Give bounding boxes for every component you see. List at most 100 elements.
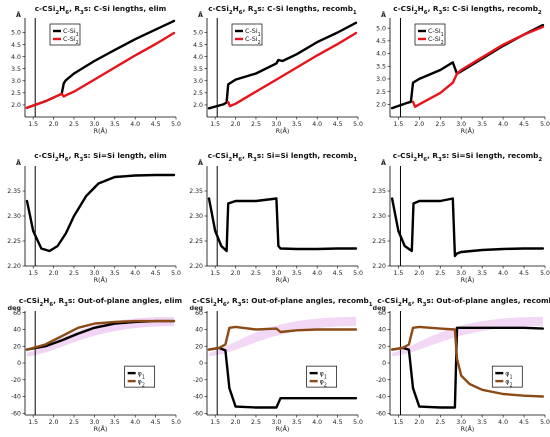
x-tick-label: 2.0	[231, 419, 241, 426]
x-tick-label: 5.0	[353, 121, 363, 128]
x-tick-label: 5.0	[540, 419, 550, 426]
x-axis-label: R(Å)	[94, 275, 108, 284]
legend-label: C-Si1	[428, 27, 444, 38]
chart-title: c-CSi2H6, R3s: Si=Si length, recomb2	[393, 151, 543, 163]
x-tick-label: 3.5	[477, 270, 487, 277]
x-tick-label: 5.0	[171, 270, 181, 277]
x-tick-label: 3.5	[110, 270, 120, 277]
legend-label: C-Si2	[428, 35, 444, 46]
legend-label: φ1	[138, 369, 145, 380]
chart-panel-6: c-CSi2H6, R3s: Si=Si length, recomb2 1.5 2…	[372, 151, 550, 284]
y-axis-label: Å	[381, 158, 386, 167]
y-tick-label: -20	[193, 377, 203, 384]
x-tick-label: 1.5	[393, 419, 403, 426]
y-tick-label: 2.30	[189, 213, 203, 220]
x-tick-label: 1.5	[210, 419, 220, 426]
y-tick-label: 40	[378, 327, 386, 334]
x-tick-label: 3.5	[292, 121, 302, 128]
x-tick-label: 2.5	[69, 121, 79, 128]
chart-title: c-CSi2H6, R3s: C-Si lengths, recomb1	[208, 4, 357, 16]
legend-label: C-Si2	[245, 35, 261, 46]
legend-label: C-Si2	[63, 35, 79, 46]
x-tick-label: 2.5	[251, 121, 261, 128]
x-axis-label: R(Å)	[276, 424, 290, 433]
x-tick-label: 3.0	[456, 419, 466, 426]
y-axis-label: Å	[198, 158, 203, 167]
x-tick-label: 2.0	[49, 270, 59, 277]
y-tick-label: 20	[13, 343, 21, 350]
x-tick-label: 1.5	[28, 270, 38, 277]
legend-label: φ2	[138, 377, 145, 388]
chart-panel-7: c-CSi2H6, R3s: Out-of-plane angles, elim…	[8, 296, 183, 433]
x-tick-label: 5.0	[171, 419, 181, 426]
series-line-csi2	[227, 31, 358, 108]
x-tick-label: 4.5	[151, 270, 161, 277]
x-tick-label: 4.0	[312, 270, 322, 277]
x-axis-label: R(Å)	[461, 126, 475, 135]
x-tick-label: 2.0	[414, 419, 424, 426]
series-line-1	[207, 346, 358, 409]
x-axis-label: R(Å)	[94, 126, 108, 135]
x-axis-label: R(Å)	[461, 424, 475, 433]
y-tick-label: -20	[11, 377, 21, 384]
y-tick-label: 2.35	[7, 188, 21, 195]
highlight-band	[392, 316, 543, 357]
x-tick-label: 4.5	[151, 419, 161, 426]
y-tick-label: -60	[376, 411, 386, 418]
x-tick-label: 5.0	[540, 270, 550, 277]
y-tick-label: 0	[17, 360, 21, 367]
x-tick-label: 3.0	[271, 121, 281, 128]
x-tick-label: 4.0	[130, 270, 140, 277]
chart-panel-2: c-CSi2H6, R3s: C-Si lengths, recomb1 1.5 2…	[193, 4, 363, 135]
x-tick-label: 3.0	[89, 121, 99, 128]
y-tick-label: -40	[11, 394, 21, 401]
y-tick-label: 4.5	[376, 38, 386, 45]
y-tick-label: 2.0	[193, 102, 203, 109]
y-tick-label: 5.0	[376, 25, 386, 32]
y-tick-label: 3.0	[193, 78, 203, 85]
y-axis-label: Å	[16, 10, 21, 19]
x-tick-label: 3.5	[292, 419, 302, 426]
x-tick-label: 4.5	[333, 121, 343, 128]
chart-panel-3: c-CSi2H6, R3s: C-Si lengths, recomb2 1.5 2…	[376, 4, 550, 135]
y-tick-label: -60	[11, 411, 21, 418]
y-tick-label: 4.0	[11, 54, 21, 61]
x-tick-label: 4.0	[130, 121, 140, 128]
series-line-1	[25, 173, 176, 253]
x-tick-label: 4.0	[312, 419, 322, 426]
legend-label: φ1	[505, 369, 512, 380]
chart-title: c-CSi2H6, R3s: Si=Si length, elim	[34, 151, 167, 163]
series-line-1	[390, 326, 545, 409]
y-tick-label: 20	[378, 343, 386, 350]
y-tick-label: 2.5	[11, 90, 21, 97]
x-tick-label: 3.0	[456, 270, 466, 277]
y-tick-label: 5.0	[193, 30, 203, 37]
x-tick-label: 2.5	[435, 419, 445, 426]
y-tick-label: 3.0	[376, 76, 386, 83]
chart-panel-9: c-CSi2H6, R3s: Out-of-plane angles, reco…	[373, 296, 550, 433]
x-tick-label: 2.0	[414, 121, 424, 128]
y-tick-label: 40	[13, 327, 21, 334]
x-tick-label: 1.5	[28, 419, 38, 426]
x-tick-label: 4.5	[333, 270, 343, 277]
y-tick-label: 2.25	[7, 238, 21, 245]
y-tick-label: 2.35	[372, 188, 386, 195]
x-tick-label: 3.5	[110, 419, 120, 426]
y-tick-label: 60	[13, 310, 21, 317]
y-tick-label: 2.0	[11, 102, 21, 109]
y-tick-label: 3.5	[11, 66, 21, 73]
x-tick-label: 2.5	[435, 121, 445, 128]
highlight-band	[209, 316, 356, 357]
x-tick-label: 3.0	[89, 419, 99, 426]
x-tick-label: 1.5	[393, 270, 403, 277]
chart-title: c-CSi2H6, R3s: Out-of-plane angles, elim	[19, 296, 183, 308]
x-tick-label: 4.0	[498, 270, 508, 277]
x-axis-label: R(Å)	[276, 275, 290, 284]
chart-panel-8: c-CSi2H6, R3s: Out-of-plane angles, reco…	[190, 296, 373, 433]
y-tick-label: 4.5	[193, 42, 203, 49]
x-tick-label: 2.0	[231, 121, 241, 128]
x-tick-label: 4.5	[519, 121, 529, 128]
series-line-1	[207, 197, 358, 253]
